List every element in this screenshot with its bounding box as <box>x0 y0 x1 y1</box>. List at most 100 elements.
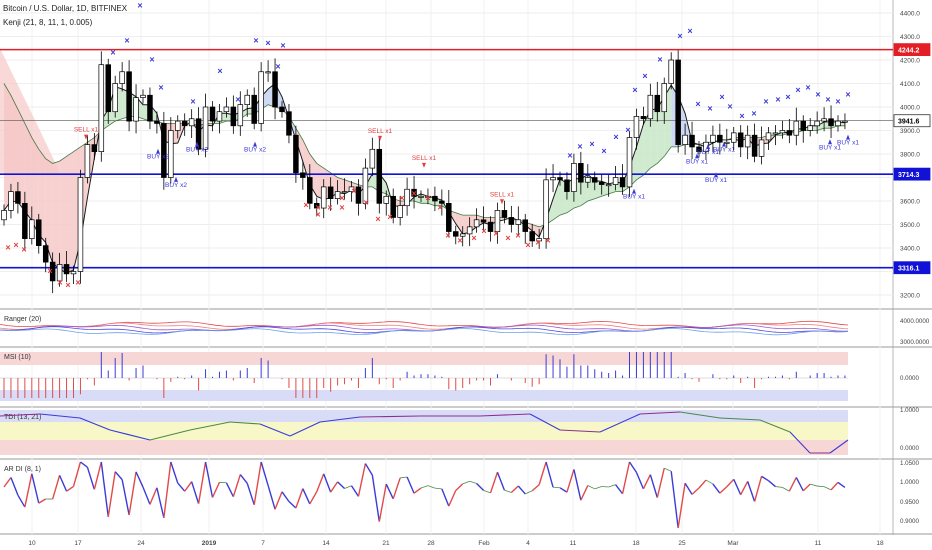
ardi-line <box>795 477 804 492</box>
red-x-marker: × <box>303 200 308 210</box>
ardi-line <box>38 498 47 504</box>
cloud-segment <box>643 110 651 176</box>
bearish-candle <box>272 71 278 108</box>
bearish-candle <box>91 144 98 153</box>
ardi-line <box>712 483 721 494</box>
bullish-candle <box>536 238 542 242</box>
bearish-candle <box>439 200 445 204</box>
buy-signal-label: BUY x2 <box>186 147 208 154</box>
ardi-line <box>288 500 297 509</box>
ranger-tick-label: 3000.0000 <box>900 339 930 346</box>
tdi-line <box>229 421 261 425</box>
signal-arrow <box>695 153 699 159</box>
red-x-marker: × <box>411 188 416 198</box>
blue-x-marker: × <box>124 36 129 46</box>
bullish-candle <box>341 191 348 194</box>
ardi-line <box>746 481 756 502</box>
blue-x-marker: × <box>110 47 115 57</box>
ardi-line <box>316 473 325 492</box>
bearish-candle <box>640 116 647 120</box>
time-tick-label: 4 <box>526 540 530 547</box>
red-x-marker: × <box>425 193 430 203</box>
cloud-segment <box>52 161 60 270</box>
bearish-candle <box>376 148 383 204</box>
bearish-candle <box>293 134 299 174</box>
ardi-line <box>378 483 387 522</box>
tdi-line <box>79 417 111 431</box>
bearish-candle <box>35 219 42 247</box>
bullish-candle <box>258 71 264 124</box>
bullish-candle <box>807 125 813 131</box>
bullish-candle <box>626 137 633 188</box>
blue-x-marker: × <box>280 40 285 50</box>
ardi-line <box>510 485 519 494</box>
ardi-line <box>10 477 19 496</box>
ardi-line <box>740 481 749 496</box>
price-badge-support: 3316.1 <box>893 261 931 275</box>
bearish-candle <box>105 64 111 113</box>
indicator-title[interactable]: Kenji (21, 8, 11, 1, 0.005) <box>3 18 93 27</box>
bearish-candle <box>126 71 132 122</box>
blue-x-marker: × <box>739 111 744 121</box>
bullish-candle <box>168 130 174 178</box>
ardi-tick-label: 0.9000 <box>900 518 919 525</box>
red-x-marker: × <box>481 226 486 236</box>
price-badge-box <box>893 114 931 128</box>
ardi-tick-label: 1.0000 <box>900 479 919 486</box>
blue-x-marker: × <box>657 54 662 64</box>
ardi-line <box>142 486 151 505</box>
price-badge-support: 3714.3 <box>893 167 931 181</box>
time-tick-label: 14 <box>322 540 330 547</box>
time-tick-label: 18 <box>876 540 884 547</box>
ardi-line <box>66 485 74 492</box>
blue-x-marker: × <box>677 31 682 41</box>
ardi-line <box>608 484 616 488</box>
msi-pane: MSI (10) 0.0000 <box>0 352 919 401</box>
signal-arrow <box>253 141 257 147</box>
ardi-line <box>462 480 470 485</box>
tdi-line <box>0 413 41 417</box>
buy-signal-label: BUY x2 <box>165 182 187 189</box>
price-badge-resistance: 4244.2 <box>893 43 931 57</box>
bullish-candle <box>585 177 591 183</box>
time-tick-label: 11 <box>570 540 577 547</box>
tdi-line <box>679 411 721 419</box>
buy-signal-label: BUY x1 <box>623 194 645 201</box>
symbol-title[interactable]: Bitcoin / U.S. Dollar, 1D, BITFINEX <box>3 4 128 13</box>
bearish-candle <box>654 94 661 113</box>
signal-arrow <box>714 172 718 178</box>
bullish-candle <box>216 111 223 122</box>
bullish-candle <box>77 177 84 272</box>
bullish-candle <box>70 271 77 275</box>
ardi-line <box>726 478 735 488</box>
cloud-segment <box>0 48 60 173</box>
msi-upper-band <box>0 352 848 365</box>
bullish-candle <box>8 191 14 211</box>
ardi-line <box>545 461 554 488</box>
bearish-candle <box>800 120 806 131</box>
ardi-line <box>156 487 165 519</box>
bearish-candle <box>314 203 320 209</box>
bearish-candle <box>279 106 285 113</box>
signal-arrow <box>156 148 160 154</box>
ardi-line <box>80 461 88 468</box>
bullish-candle <box>1 210 7 221</box>
red-x-marker: × <box>47 266 52 276</box>
bearish-candle <box>22 203 28 239</box>
ardi-line <box>31 473 40 504</box>
bearish-candle <box>717 134 723 143</box>
blue-x-marker: × <box>642 71 647 81</box>
tdi-line <box>559 429 601 433</box>
ardi-line <box>817 485 825 487</box>
ardi-line <box>642 474 651 490</box>
bearish-candle <box>751 134 758 157</box>
bullish-candle <box>369 148 376 169</box>
bullish-candle <box>237 104 244 127</box>
buy-signal-label: BUY x1 <box>686 158 708 165</box>
bearish-candle <box>737 132 744 148</box>
bearish-candle <box>480 219 487 223</box>
time-tick-label: 28 <box>427 540 435 547</box>
signal-arrow <box>378 135 382 141</box>
ardi-line <box>531 484 540 492</box>
